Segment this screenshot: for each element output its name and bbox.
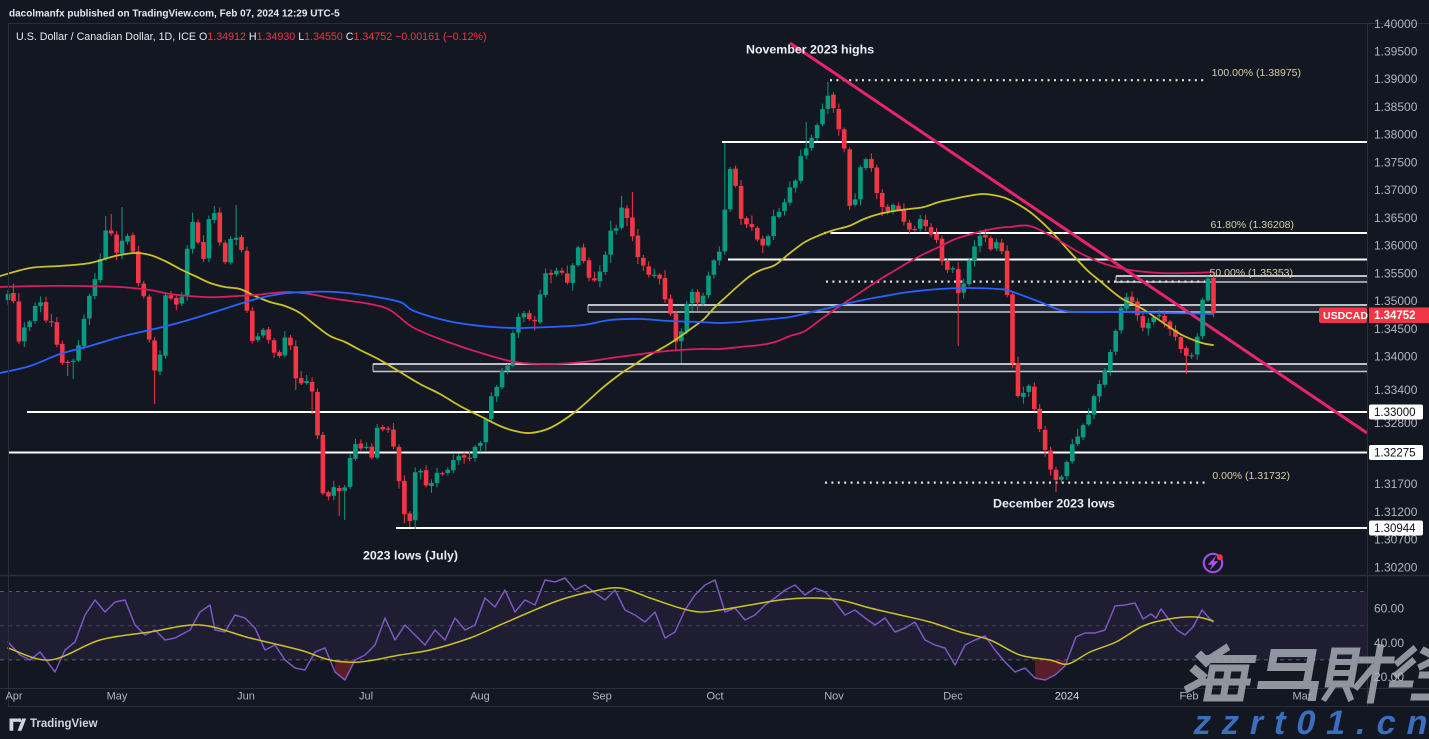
svg-text:Mar: Mar: [1293, 691, 1312, 703]
svg-text:50.00% (1.35353): 50.00% (1.35353): [1210, 267, 1293, 279]
svg-text:1.34500: 1.34500: [1374, 322, 1418, 336]
svg-text:40.00: 40.00: [1374, 636, 1404, 650]
svg-text:1.39500: 1.39500: [1374, 45, 1418, 59]
svg-text:December 2023 lows: December 2023 lows: [993, 497, 1115, 511]
svg-text:1.30700: 1.30700: [1374, 533, 1418, 547]
svg-text:1.40000: 1.40000: [1374, 17, 1418, 31]
svg-text:1.37000: 1.37000: [1374, 183, 1418, 197]
svg-text:1.33400: 1.33400: [1374, 383, 1418, 397]
svg-text:1.36000: 1.36000: [1374, 239, 1418, 253]
svg-text:zzrt01.cn: zzrt01.cn: [1190, 704, 1429, 739]
svg-text:U.S. Dollar / Canadian Dollar,: U.S. Dollar / Canadian Dollar, 1D, ICE O…: [16, 31, 487, 43]
svg-text:1.38500: 1.38500: [1374, 100, 1418, 114]
svg-text:2024: 2024: [1055, 691, 1079, 703]
svg-text:1.34000: 1.34000: [1374, 350, 1418, 364]
svg-text:1.33000: 1.33000: [1374, 407, 1416, 419]
svg-text:1.37500: 1.37500: [1374, 156, 1418, 170]
svg-text:1.31700: 1.31700: [1374, 477, 1418, 491]
svg-text:20.00: 20.00: [1374, 670, 1404, 684]
svg-text:USDCAD: USDCAD: [1323, 310, 1368, 322]
svg-text:May: May: [107, 691, 128, 703]
svg-text:1.31200: 1.31200: [1374, 505, 1418, 519]
svg-text:1.30944: 1.30944: [1374, 523, 1416, 535]
svg-text:100.00% (1.38975): 100.00% (1.38975): [1212, 67, 1301, 79]
svg-text:60.00: 60.00: [1374, 602, 1404, 616]
svg-text:1.36500: 1.36500: [1374, 211, 1418, 225]
svg-text:Aug: Aug: [470, 691, 490, 703]
svg-text:1.39000: 1.39000: [1374, 72, 1418, 86]
svg-text:Oct: Oct: [706, 691, 723, 703]
svg-text:Sep: Sep: [592, 691, 612, 703]
svg-text:Jun: Jun: [237, 691, 255, 703]
svg-text:November 2023 highs: November 2023 highs: [746, 43, 874, 57]
svg-text:2023 lows (July): 2023 lows (July): [363, 549, 458, 563]
svg-text:Jul: Jul: [359, 691, 373, 703]
svg-text:Apr: Apr: [5, 691, 22, 703]
svg-text:1.38000: 1.38000: [1374, 128, 1418, 142]
svg-text:1.32800: 1.32800: [1374, 416, 1418, 430]
svg-text:1.34752: 1.34752: [1374, 310, 1416, 322]
svg-text:Nov: Nov: [824, 691, 844, 703]
svg-text:1.35000: 1.35000: [1374, 294, 1418, 308]
svg-text:1.35500: 1.35500: [1374, 266, 1418, 280]
svg-text:0.00% (1.31732): 0.00% (1.31732): [1212, 470, 1290, 482]
svg-text:Dec: Dec: [943, 691, 963, 703]
svg-text:dacolmanfx published on Tradin: dacolmanfx published on TradingView.com,…: [9, 9, 340, 20]
svg-text:1.32275: 1.32275: [1374, 448, 1416, 460]
svg-text:Feb: Feb: [1180, 691, 1199, 703]
svg-text:61.80% (1.36208): 61.80% (1.36208): [1211, 219, 1294, 231]
svg-text:TradingView: TradingView: [30, 718, 98, 730]
svg-text:1.30200: 1.30200: [1374, 561, 1418, 575]
